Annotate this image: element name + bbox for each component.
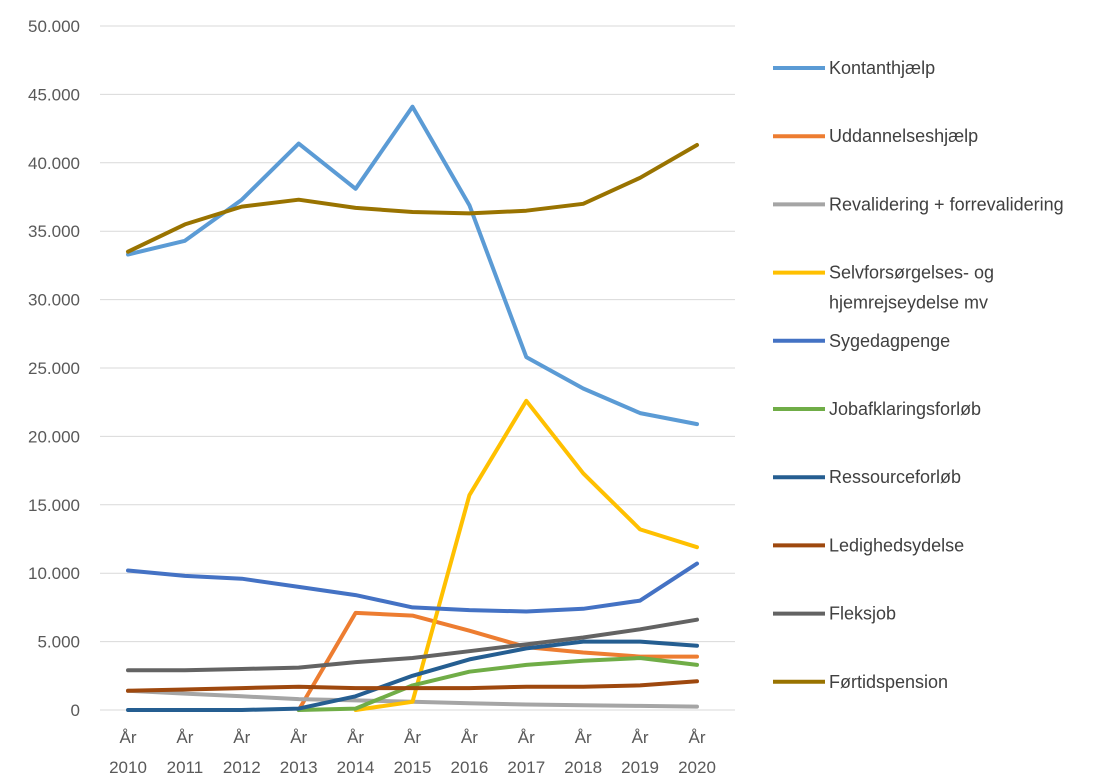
- y-tick-label: 30.000: [28, 291, 80, 310]
- y-tick-label: 50.000: [28, 17, 80, 36]
- legend-label: Sygedagpenge: [829, 331, 950, 351]
- x-tick-label-line2: 2012: [223, 758, 261, 777]
- series-line-fleksjob: [126, 617, 699, 673]
- x-tick-label-line2: 2016: [450, 758, 488, 777]
- series-line-kontanthjaelp: [126, 104, 699, 427]
- series-line-uddannelseshjaelp: [296, 610, 699, 712]
- y-tick-label: 45.000: [28, 85, 80, 104]
- legend-item-sygedagpenge: Sygedagpenge: [773, 331, 950, 351]
- legend-label: Jobafklaringsforløb: [829, 399, 981, 419]
- series-line-selvforsoergelses-og-hjemrejseydelse-mv: [353, 398, 699, 712]
- x-tick-label-line1: År: [689, 728, 706, 747]
- y-tick-label: 0: [71, 701, 80, 720]
- x-tick-label-line1: År: [518, 728, 535, 747]
- series-line-ressourceforloeb: [126, 639, 699, 712]
- x-tick-label-line2: 2010: [109, 758, 147, 777]
- legend-item-revalidering-forrevalidering: Revalidering + forrevalidering: [773, 194, 1064, 214]
- gridlines: [100, 25, 735, 711]
- x-tick-label-line2: 2013: [280, 758, 318, 777]
- y-tick-label: 10.000: [28, 564, 80, 583]
- series-line-sygedagpenge: [126, 561, 699, 614]
- legend-item-selvforsoergelses-og-hjemrejseydelse-mv: Selvforsørgelses- og hjemrejseydelse mv: [773, 263, 994, 313]
- x-tick-label-line1: År: [404, 728, 421, 747]
- series-lines: [126, 104, 699, 712]
- legend-label: Selvforsørgelses- og: [829, 263, 994, 283]
- legend-label: hjemrejseydelse mv: [829, 293, 988, 313]
- series-line-ledighedsydelse: [126, 679, 699, 693]
- series-line-jobafklaringsforloeb: [296, 656, 699, 712]
- x-tick-label-line2: 2018: [564, 758, 602, 777]
- x-tick-label-line1: År: [575, 728, 592, 747]
- x-tick-label-line2: 2014: [337, 758, 375, 777]
- x-tick-label-line2: 2020: [678, 758, 716, 777]
- legend: Kontanthjælp Uddannelseshjælp Revalidering…: [773, 58, 1064, 692]
- x-axis: År 2010 År 2011 År 2012 År 2013 År 2014 År 2015 År 20…: [109, 728, 716, 777]
- x-tick-label-line1: År: [461, 728, 478, 747]
- legend-item-kontanthjaelp: Kontanthjælp: [773, 58, 935, 78]
- x-tick-label-line1: År: [120, 728, 137, 747]
- x-tick-label-line1: År: [290, 728, 307, 747]
- x-tick-label-line1: År: [233, 728, 250, 747]
- legend-label: Ledighedsydelse: [829, 535, 964, 555]
- legend-label: Ressourceforløb: [829, 467, 961, 487]
- legend-label: Fleksjob: [829, 604, 896, 624]
- y-tick-label: 35.000: [28, 222, 80, 241]
- legend-item-jobafklaringsforloeb: Jobafklaringsforløb: [773, 399, 981, 419]
- y-tick-label: 20.000: [28, 427, 80, 446]
- legend-label: Revalidering + forrevalidering: [829, 194, 1064, 214]
- x-tick-label-line2: 2015: [394, 758, 432, 777]
- x-tick-label-line1: År: [347, 728, 364, 747]
- x-tick-label-line1: År: [176, 728, 193, 747]
- x-tick-label-line2: 2011: [167, 758, 204, 777]
- legend-label: Førtidspension: [829, 672, 948, 692]
- legend-item-ressourceforloeb: Ressourceforløb: [773, 467, 961, 487]
- legend-label: Uddannelseshjælp: [829, 126, 978, 146]
- y-tick-label: 40.000: [28, 154, 80, 173]
- series-line-foertidspension: [126, 143, 699, 254]
- legend-item-uddannelseshjaelp: Uddannelseshjælp: [773, 126, 978, 146]
- y-tick-label: 15.000: [28, 496, 80, 515]
- x-tick-label-line2: 2017: [507, 758, 545, 777]
- y-tick-label: 25.000: [28, 359, 80, 378]
- legend-item-foertidspension: Førtidspension: [773, 672, 948, 692]
- x-tick-label-line1: År: [632, 728, 649, 747]
- legend-label: Kontanthjælp: [829, 58, 935, 78]
- legend-item-fleksjob: Fleksjob: [773, 604, 896, 624]
- y-tick-label: 5.000: [37, 633, 80, 652]
- legend-item-ledighedsydelse: Ledighedsydelse: [773, 535, 964, 555]
- x-tick-label-line2: 2019: [621, 758, 659, 777]
- y-axis: 0 5.000 10.000 15.000 20.000 25.000 30.000 35.0…: [28, 17, 80, 720]
